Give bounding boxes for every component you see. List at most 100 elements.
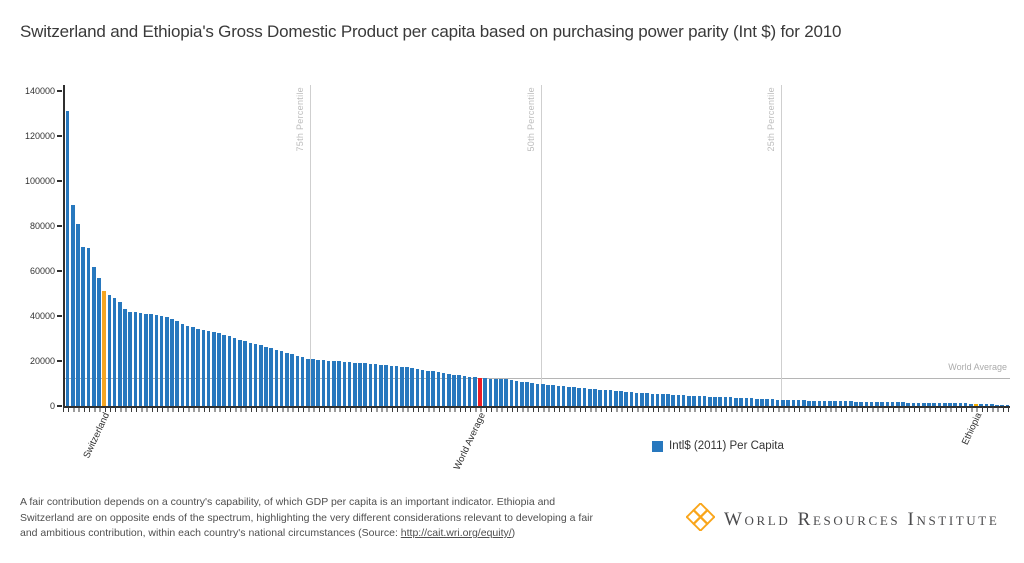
- world-average-line: [65, 378, 1010, 380]
- bar: [509, 380, 514, 406]
- bar: [65, 111, 70, 406]
- bar: [420, 369, 425, 406]
- bar: [138, 313, 143, 406]
- bar: [227, 336, 232, 406]
- bar: [697, 396, 702, 406]
- wri-lattice-logo-icon: [685, 502, 716, 536]
- y-axis-tick-label: 40000: [29, 311, 55, 321]
- bar: [843, 401, 848, 406]
- bar: [389, 365, 394, 406]
- bar: [201, 329, 206, 406]
- bar: [154, 315, 159, 406]
- bar: [655, 393, 660, 406]
- page-title: Switzerland and Ethiopia's Gross Domesti…: [20, 22, 842, 41]
- bar: [1005, 405, 1010, 406]
- bar: [415, 369, 420, 406]
- bar: [556, 385, 561, 406]
- bar: [546, 384, 550, 406]
- plot-area: 75th Percentile 50th Percentile 25th Perce…: [63, 85, 1010, 408]
- percentile-line-label: 75th Percentile: [294, 87, 305, 152]
- bar: [76, 223, 80, 406]
- bar: [932, 402, 937, 406]
- bar: [217, 333, 221, 406]
- percentile-line: [309, 85, 311, 406]
- bar: [118, 302, 122, 406]
- bar: [232, 338, 237, 406]
- bar: [535, 383, 540, 406]
- bar: [525, 382, 529, 406]
- bar: [687, 395, 691, 406]
- bar: [248, 342, 253, 406]
- bar: [598, 389, 602, 406]
- bar: [723, 397, 728, 406]
- bar: [765, 399, 770, 406]
- bar: [211, 332, 216, 406]
- bar: [817, 400, 822, 406]
- bar: [640, 393, 644, 406]
- bar: [681, 395, 686, 406]
- bar: [159, 316, 164, 406]
- bar: [901, 402, 905, 406]
- y-axis-tick-label: 0: [49, 401, 55, 411]
- bar: [1000, 404, 1004, 406]
- bar: [133, 312, 138, 406]
- legend-item[interactable]: Intl$ (2011) Per Capita: [652, 440, 784, 452]
- bar: [347, 362, 352, 406]
- bar: [326, 360, 331, 406]
- bar: [206, 331, 211, 406]
- bar: [812, 400, 816, 406]
- bar: [634, 392, 639, 406]
- bar: [770, 399, 775, 406]
- bar: [71, 204, 75, 406]
- y-axis-tick-label: 120000: [24, 131, 55, 141]
- bar: [332, 361, 336, 406]
- percentile-line: [541, 85, 543, 406]
- bar: [368, 363, 373, 406]
- bar: [165, 317, 169, 406]
- bar: [258, 345, 263, 406]
- bar: [676, 395, 681, 406]
- bar: [713, 396, 717, 406]
- bar: [358, 363, 362, 406]
- bar: [963, 403, 968, 406]
- bar: [290, 354, 294, 406]
- y-axis-tick-label: 80000: [29, 221, 55, 231]
- y-axis-tick: [57, 270, 62, 272]
- legend-label: Intl$ (2011) Per Capita: [669, 440, 784, 452]
- bar: [927, 402, 931, 406]
- bar: [969, 403, 973, 406]
- bar: [645, 393, 649, 406]
- bar: [363, 363, 367, 406]
- bar: [180, 323, 185, 406]
- bar: [864, 401, 869, 406]
- bar: [619, 391, 623, 406]
- bar: [869, 401, 874, 406]
- bar: [979, 403, 984, 406]
- bar: [191, 327, 195, 406]
- bar: [446, 373, 451, 406]
- footer-text-close: ): [511, 527, 516, 539]
- bar: [587, 388, 592, 406]
- wri-name: World Resources Institute: [724, 508, 1000, 530]
- bar: [734, 397, 738, 406]
- y-axis-tick-label: 140000: [24, 86, 55, 96]
- bar: [107, 295, 112, 406]
- bar: [473, 377, 477, 406]
- bar: [499, 379, 503, 406]
- bar: [572, 387, 576, 406]
- bar: [483, 378, 488, 406]
- bar: [739, 397, 743, 406]
- bar: [128, 311, 133, 406]
- bar: [593, 389, 597, 406]
- bar: [786, 400, 790, 406]
- bar: [410, 368, 414, 406]
- bar: [561, 386, 566, 406]
- bar: [828, 400, 832, 406]
- bar: [478, 377, 482, 406]
- bar: [112, 298, 117, 406]
- bar: [822, 400, 827, 406]
- footer-source-link[interactable]: http://cait.wri.org/equity/: [400, 527, 512, 539]
- bar: [838, 401, 843, 406]
- bar: [394, 366, 399, 406]
